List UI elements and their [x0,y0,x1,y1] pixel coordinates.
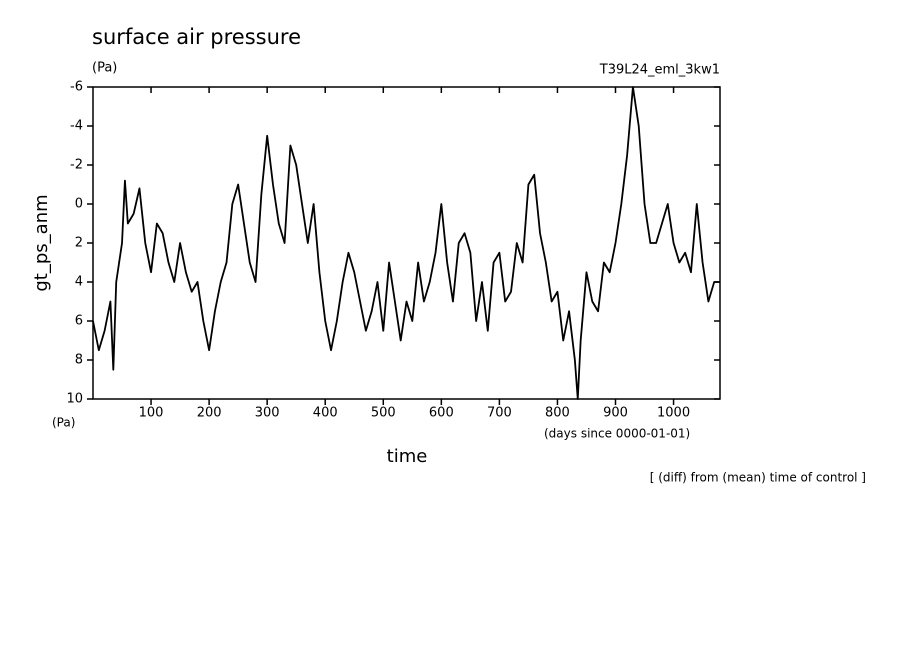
unit-bottom: (Pa) [52,416,75,430]
run-label: T39L24_eml_3kw1 [599,63,720,78]
x-tick-label: 800 [545,406,570,421]
x-tick-label: 700 [487,406,512,421]
y-tick-label: 4 [75,275,83,290]
y-tick-label: 2 [75,236,83,251]
y-tick-label: -4 [70,119,83,134]
x-tick-label: 500 [371,406,396,421]
y-tick-label: 6 [75,314,83,329]
y-tick-label: 10 [66,392,83,407]
x-tick-label: 200 [197,406,222,421]
x-unit: (days since 0000-01-01) [544,427,690,441]
note: [ (diff) from (mean) time of control ] [650,471,866,485]
x-tick-label: 400 [313,406,338,421]
x-axis-label: time [387,446,428,467]
y-tick-label: 0 [75,197,83,212]
y-tick-label: 8 [75,353,83,368]
plot-frame [92,86,721,400]
y-axis-label: gt_ps_anm [31,194,52,291]
chart-title: surface air pressure [92,25,301,49]
unit-top: (Pa) [92,61,117,76]
x-tick-label: 600 [429,406,454,421]
data-line [92,86,720,400]
x-tick-label: 300 [255,406,280,421]
x-tick-label: 100 [139,406,164,421]
x-tick-label: 1000 [657,406,690,421]
y-tick-label: -2 [70,158,83,173]
y-tick-label: -6 [70,80,83,95]
x-tick-label: 900 [603,406,628,421]
